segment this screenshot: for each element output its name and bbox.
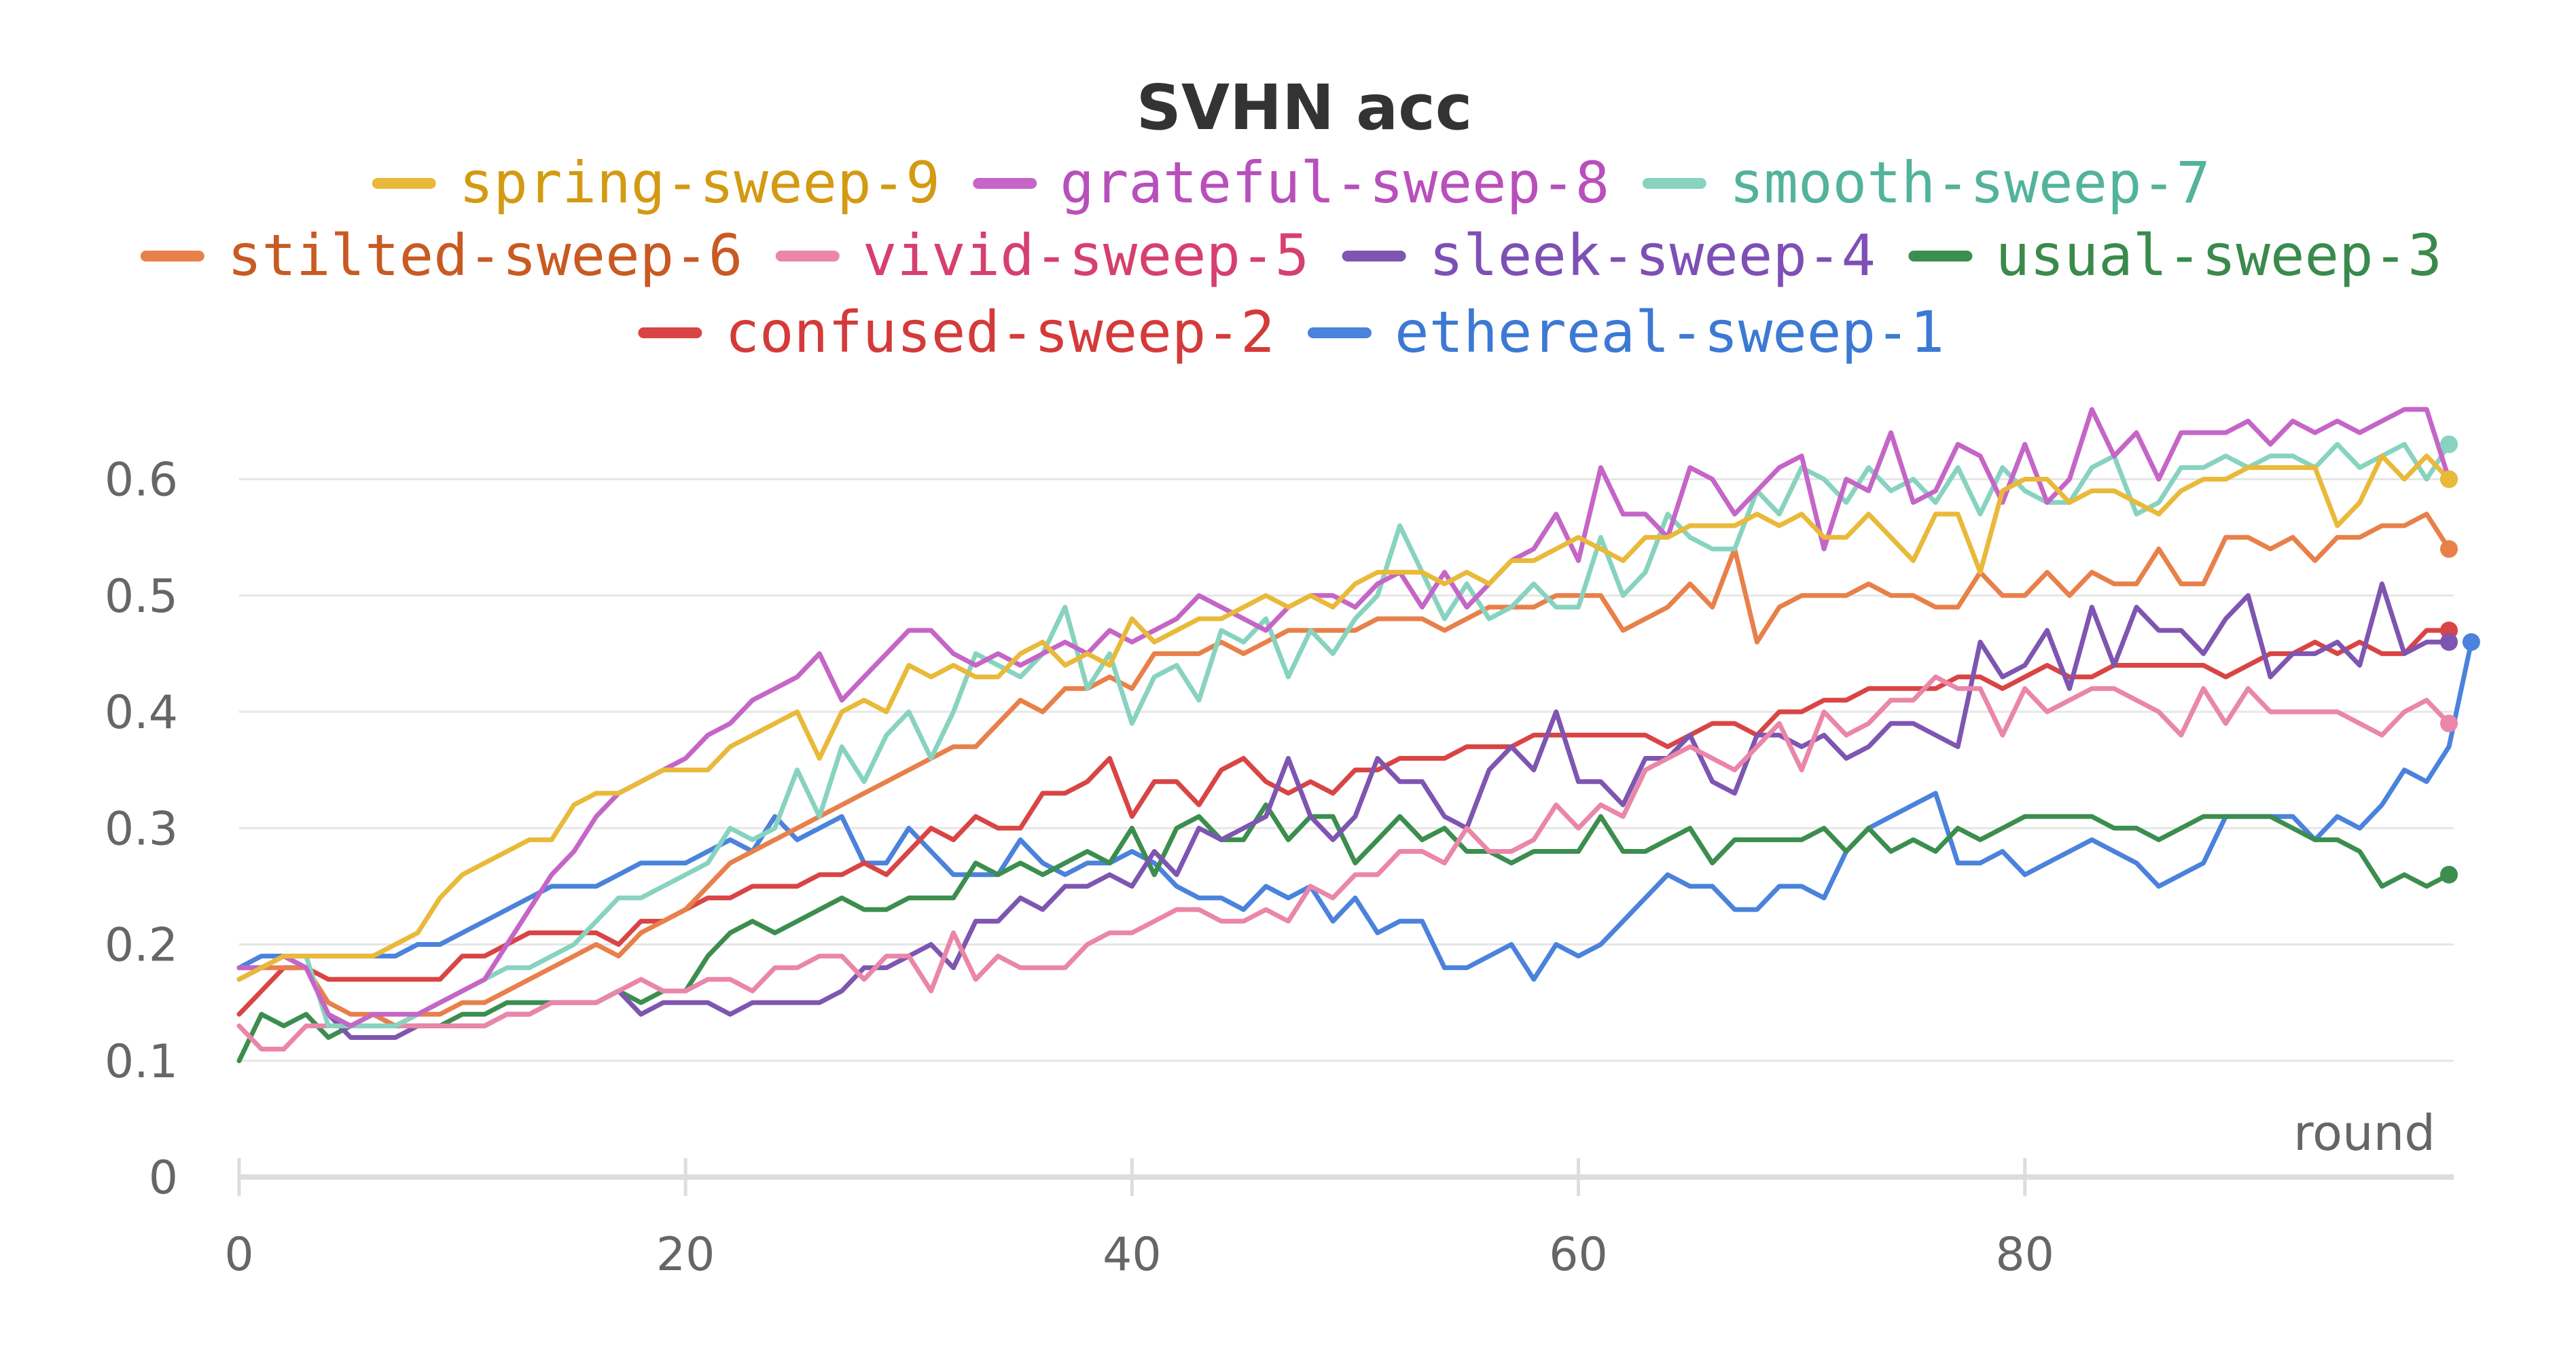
series-line-smooth-sweep-7	[236, 441, 2452, 1028]
series-line-spring-sweep-9	[236, 453, 2452, 982]
y-tick-label: 0.4	[105, 686, 178, 740]
series-end-dot-usual-sweep-3	[2440, 865, 2458, 884]
legend-label: spring-sweep-9	[459, 149, 940, 216]
y-axis: 0 0.1 0.2 0.3 0.4 0.5 0.6	[105, 454, 178, 1206]
series-line-grateful-sweep-8	[236, 407, 2452, 1028]
legend-item-confused-sweep-2[interactable]: confused-sweep-2	[638, 299, 1275, 365]
legend-item-sleek-sweep-4[interactable]: sleek-sweep-4	[1342, 222, 1876, 289]
series-line-confused-sweep-2	[236, 628, 2452, 1017]
gridlines	[239, 478, 2454, 1062]
chart-title: SVHN acc	[1137, 71, 1473, 144]
legend-label: sleek-sweep-4	[1429, 222, 1876, 289]
legend-item-ethereal-sweep-1[interactable]: ethereal-sweep-1	[1308, 299, 1944, 365]
y-tick-label: 0.6	[105, 454, 178, 507]
series-end-dot-spring-sweep-9	[2440, 470, 2458, 488]
legend-label: usual-sweep-3	[1995, 222, 2441, 289]
x-axis-title: round	[2293, 1104, 2435, 1161]
legend-label: grateful-sweep-8	[1060, 149, 1609, 216]
plot-area	[236, 407, 2474, 1064]
legend-label: stilted-sweep-6	[228, 222, 743, 289]
legend-label: ethereal-sweep-1	[1395, 299, 1944, 365]
legend: spring-sweep-9 grateful-sweep-8 smooth-swe…	[140, 149, 2442, 365]
series-end-dot-stilted-sweep-6	[2440, 540, 2458, 558]
series-line-ethereal-sweep-1	[236, 639, 2474, 982]
legend-item-vivid-sweep-5[interactable]: vivid-sweep-5	[775, 222, 1309, 289]
x-axis: 0 20 40 60 80	[224, 1158, 2454, 1282]
legend-item-smooth-sweep-7[interactable]: smooth-sweep-7	[1642, 149, 2211, 216]
x-tick-label: 20	[656, 1228, 715, 1282]
legend-label: vivid-sweep-5	[863, 222, 1309, 289]
y-tick-label: 0.3	[105, 802, 178, 856]
series-line-stilted-sweep-6	[236, 511, 2452, 1028]
series-end-dot-ethereal-sweep-1	[2462, 633, 2480, 651]
series-end-dot-smooth-sweep-7	[2440, 435, 2458, 454]
x-tick-label: 40	[1103, 1228, 1162, 1282]
series-end-markers	[2440, 435, 2480, 884]
legend-item-spring-sweep-9[interactable]: spring-sweep-9	[372, 149, 940, 216]
x-tick-label: 0	[224, 1228, 253, 1282]
y-tick-label: 0.5	[105, 570, 178, 624]
legend-label: confused-sweep-2	[725, 299, 1274, 365]
legend-item-stilted-sweep-6[interactable]: stilted-sweep-6	[140, 222, 743, 289]
legend-label: smooth-sweep-7	[1730, 149, 2211, 216]
series-end-dot-sleek-sweep-4	[2440, 633, 2458, 651]
legend-item-grateful-sweep-8[interactable]: grateful-sweep-8	[973, 149, 1609, 216]
series-end-dot-vivid-sweep-5	[2440, 715, 2458, 733]
legend-item-usual-sweep-3[interactable]: usual-sweep-3	[1908, 222, 2442, 289]
y-tick-label: 0.1	[105, 1035, 178, 1089]
series-line-vivid-sweep-5	[236, 674, 2452, 1052]
y-tick-label: 0	[149, 1151, 178, 1205]
x-tick-label: 60	[1549, 1228, 1608, 1282]
x-tick-label: 80	[1995, 1228, 2054, 1282]
y-tick-label: 0.2	[105, 919, 178, 973]
